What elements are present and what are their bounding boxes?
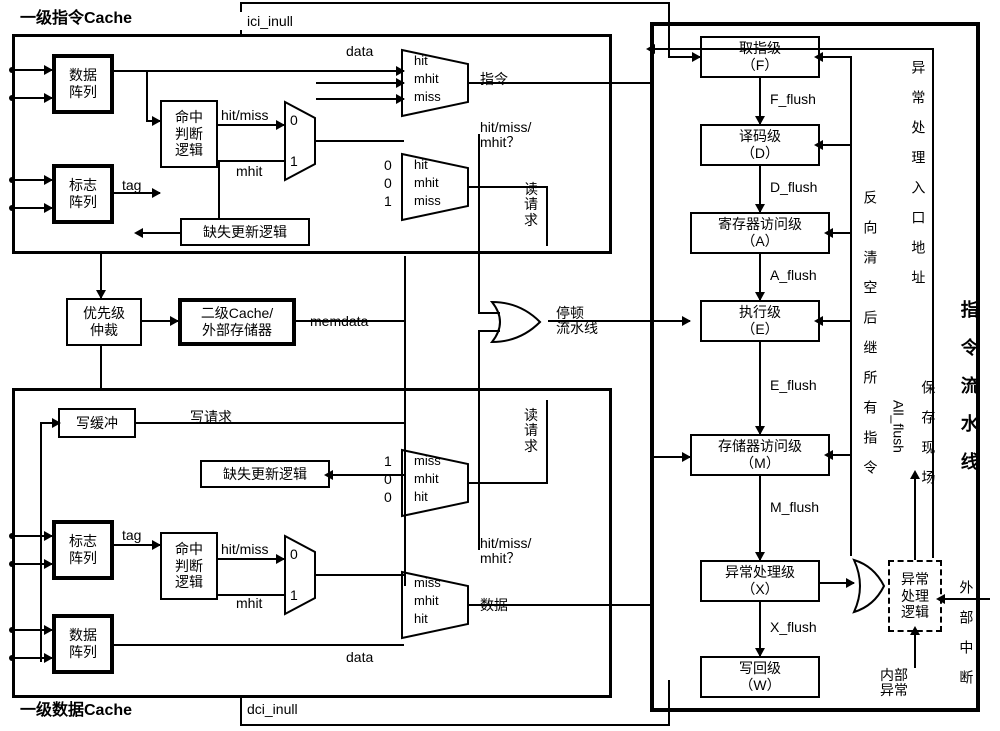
e-flush: E_flush <box>770 378 817 393</box>
stage-d: 译码级 （D） <box>700 124 820 166</box>
dc-hb-top-hit: hit <box>414 490 428 504</box>
dci-inull-label: dci_inull <box>247 702 298 717</box>
ici-inull-label: ici_inull <box>247 14 293 29</box>
stage-e: 执行级 （E） <box>700 300 820 342</box>
dc-readreq: 读 请 求 <box>524 408 538 454</box>
stage-f: 取指级 （F） <box>700 36 820 78</box>
dc-tag-lbl: tag <box>122 528 141 543</box>
icache-title: 一级指令Cache <box>20 10 132 28</box>
ic-data-array: 数据 阵列 <box>52 54 114 114</box>
dc-data-array: 数据 阵列 <box>52 614 114 674</box>
dc-mhit-lbl: mhit <box>236 596 262 611</box>
dc-0b: 0 <box>384 490 392 505</box>
m-flush: M_flush <box>770 500 819 515</box>
dc-hb-bot-hit: hit <box>414 612 428 626</box>
dc-hmm-lbl: hit/miss/ mhit？ <box>480 536 531 567</box>
ic-miss-update: 缺失更新逻辑 <box>180 218 310 246</box>
ic-0b: 0 <box>384 176 392 191</box>
ic-readreq: 读 请 求 <box>524 182 538 228</box>
stage-w: 写回级 （W） <box>700 656 820 698</box>
ic-hb-bot-hit: hit <box>414 158 428 172</box>
l2-cache: 二级Cache/ 外部存储器 <box>178 298 296 346</box>
ic-hb-bot-mhit: mhit <box>414 176 439 190</box>
exc-logic: 异常 处理 逻辑 <box>888 560 942 632</box>
ic-hb-top-miss: miss <box>414 90 441 104</box>
dc-hb-bot-miss: miss <box>414 576 441 590</box>
dc-hb-top-miss: miss <box>414 454 441 468</box>
ic-mhit-lbl: mhit <box>236 164 262 179</box>
dc-writebuf: 写缓冲 <box>58 408 136 438</box>
ic-mux1 <box>283 100 317 182</box>
pipeline-title: 指 令 流 水 线 <box>958 300 978 470</box>
ic-mux1-0: 0 <box>290 113 298 128</box>
or-gate <box>490 300 550 344</box>
ic-data-lbl: data <box>346 44 373 59</box>
ic-instr-lbl: 指令 <box>480 72 508 87</box>
dc-mux1 <box>283 534 317 616</box>
dc-hit-logic: 命中 判断 逻辑 <box>160 532 218 600</box>
dc-mux1-1: 1 <box>290 588 298 603</box>
reverse-flush: 反 向 清 空 后 继 所 有 指 令 <box>862 190 877 474</box>
exc-entry: 异 常 处 理 入 口 地 址 <box>910 60 925 284</box>
ic-hit-logic: 命中 判断 逻辑 <box>160 100 218 168</box>
dc-hb-top-mhit: mhit <box>414 472 439 486</box>
ic-hb-bot-miss: miss <box>414 194 441 208</box>
ic-hb-top-mhit: mhit <box>414 72 439 86</box>
ic-hb-top-hit: hit <box>414 54 428 68</box>
a-flush: A_flush <box>770 268 817 283</box>
int-exc: 内部 异常 <box>880 668 908 699</box>
x-flush: X_flush <box>770 620 817 635</box>
dc-data-lbl2: data <box>346 650 373 665</box>
ic-1a: 1 <box>384 194 392 209</box>
dc-hitmiss-lbl: hit/miss <box>221 542 268 557</box>
prio-arb: 优先级 仲裁 <box>66 298 142 346</box>
stage-x: 异常处理级 （X） <box>700 560 820 602</box>
dc-hb-bot-mhit: mhit <box>414 594 439 608</box>
ic-hmm-lbl: hit/miss/ mhit？ <box>480 120 531 151</box>
ic-hitmiss-lbl: hit/miss <box>221 108 268 123</box>
ic-mux1-1: 1 <box>290 154 298 169</box>
d-flush: D_flush <box>770 180 817 195</box>
ic-0a: 0 <box>384 158 392 173</box>
ext-int: 外 部 中 断 <box>958 580 973 684</box>
stage-a: 寄存器访问级 （A） <box>690 212 830 254</box>
or-gate-right <box>852 558 886 614</box>
ic-tag-array: 标志 阵列 <box>52 164 114 224</box>
dc-miss-update: 缺失更新逻辑 <box>200 460 330 488</box>
f-flush: F_flush <box>770 92 816 107</box>
dc-mux1-0: 0 <box>290 547 298 562</box>
dcache-title: 一级数据Cache <box>20 702 132 720</box>
dc-1a: 1 <box>384 454 392 469</box>
stage-m: 存储器访问级 （M） <box>690 434 830 476</box>
all-flush-lbl: All_flush <box>890 400 905 453</box>
dc-tag-array: 标志 阵列 <box>52 520 114 580</box>
